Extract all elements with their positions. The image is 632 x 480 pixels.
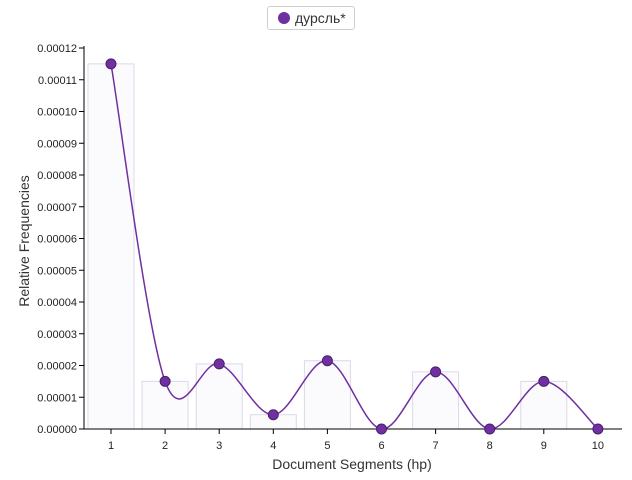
x-axis-title: Document Segments (hp) — [272, 456, 432, 472]
data-point-9 — [538, 375, 550, 387]
y-tick-label: 0.00009 — [37, 138, 77, 150]
y-tick-label: 0.00000 — [37, 424, 77, 436]
x-tick-label: 6 — [378, 440, 384, 452]
data-point-2 — [159, 375, 171, 387]
bar-5 — [303, 360, 351, 430]
data-point-3 — [213, 358, 225, 370]
points-layer — [105, 58, 604, 435]
data-point-5 — [321, 355, 333, 367]
data-point-4 — [267, 409, 279, 421]
y-tick-label: 0.00001 — [37, 392, 77, 404]
bar-1 — [87, 63, 135, 430]
x-tick-label: 1 — [108, 440, 114, 452]
bar-2 — [141, 380, 189, 430]
y-tick-label: 0.00008 — [37, 170, 77, 182]
y-tick-label: 0.00010 — [37, 107, 77, 119]
bar-7 — [412, 371, 460, 430]
legend-item[interactable]: дурсль* — [267, 6, 355, 30]
legend-swatch — [278, 12, 290, 24]
x-tick-label: 4 — [270, 440, 276, 452]
line-layer — [110, 63, 599, 430]
x-tick-label: 3 — [216, 440, 222, 452]
series-line — [110, 63, 599, 430]
y-tick-label: 0.00007 — [37, 202, 77, 214]
y-tick-label: 0.00002 — [37, 361, 77, 373]
data-point-7 — [430, 366, 442, 378]
y-tick-label: 0.00005 — [37, 265, 77, 277]
x-tick-label: 9 — [541, 440, 547, 452]
x-tick-label: 7 — [433, 440, 439, 452]
bars-layer — [87, 63, 568, 430]
y-tick-label: 0.00011 — [38, 75, 77, 87]
bar-9 — [520, 380, 568, 430]
y-tick-label: 0.00003 — [37, 329, 77, 341]
y-tick-label: 0.00004 — [37, 297, 77, 309]
y-tick-label: 0.00012 — [37, 43, 77, 55]
x-tick-label: 5 — [324, 440, 330, 452]
x-tick-label: 2 — [162, 440, 168, 452]
data-point-10 — [592, 423, 604, 435]
y-axis-title: Relative Frequencies — [16, 175, 32, 307]
data-point-1 — [105, 58, 117, 70]
legend-label: дурсль* — [295, 10, 346, 26]
x-tick-label: 8 — [487, 440, 493, 452]
axes-layer: 0.00000 0.00001 0.00002 0.00003 0.00004 0.000… — [37, 43, 622, 452]
x-tick-label: 10 — [592, 440, 604, 452]
data-point-8 — [484, 423, 496, 435]
data-point-6 — [376, 423, 387, 435]
y-tick-label: 0.00006 — [37, 234, 77, 246]
